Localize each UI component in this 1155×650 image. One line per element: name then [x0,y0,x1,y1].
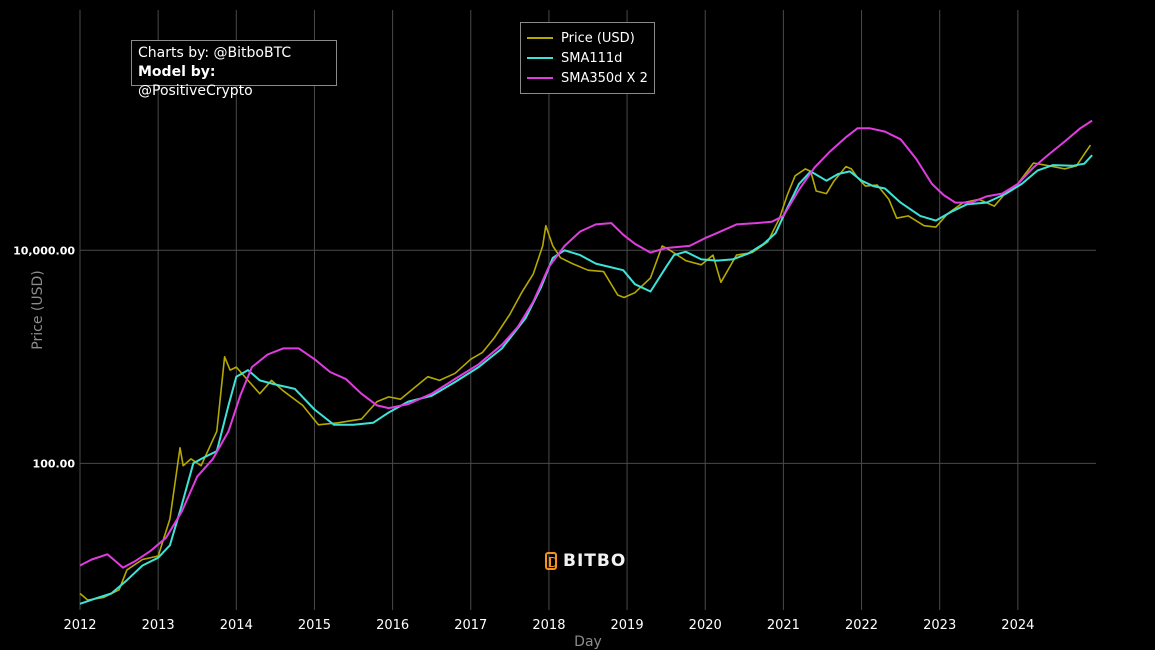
series-lines [79,119,1093,605]
legend-swatch-price [527,37,553,39]
credits-model-line: Model by: @PositiveCrypto [138,63,330,101]
legend-item-price[interactable]: Price (USD) [527,28,648,48]
y-tick-label: 100.00 [33,457,76,470]
legend-item-sma350x2[interactable]: SMA350d X 2 [527,68,648,88]
x-tick-label: 2016 [376,618,409,633]
legend-swatch-sma350x2 [527,77,553,79]
x-tick-label: 2024 [1001,618,1034,633]
x-tick-label: 2015 [298,618,331,633]
legend-swatch-sma111 [527,57,553,59]
x-tick-label: 2022 [845,618,878,633]
legend-label-price: Price (USD) [561,30,635,46]
x-tick-label: 2023 [923,618,956,633]
grid [79,10,1096,610]
bitbo-logo-icon [545,552,557,570]
x-tick-label: 2019 [611,618,644,633]
y-axis-label: Price (USD) [30,270,46,349]
bitbo-watermark: BITBO [545,551,626,571]
x-tick-label: 2014 [220,618,253,633]
price-line [79,144,1092,601]
credits-model-prefix: Model by: [138,64,216,80]
credits-box: Charts by: @BitboBTC Model by: @Positive… [131,40,337,99]
credits-charts-line: Charts by: @BitboBTC [138,44,330,63]
x-tick-label: 2018 [532,618,565,633]
legend-label-sma111: SMA111d [561,50,623,66]
x-tick-label: 2012 [63,618,96,633]
sma350d-x2-line [79,119,1093,569]
y-tick-label: 10,000.00 [13,244,75,257]
x-tick-label: 2021 [767,618,800,633]
x-tick-label: 2020 [689,618,722,633]
watermark-text: BITBO [563,551,627,571]
legend-item-sma111[interactable]: SMA111d [527,48,648,68]
legend: Price (USD) SMA111d SMA350d X 2 [520,22,655,94]
credits-model-handle[interactable]: @PositiveCrypto [138,83,253,99]
x-tick-label: 2013 [142,618,175,633]
legend-label-sma350x2: SMA350d X 2 [561,70,648,86]
x-tick-label: 2017 [454,618,487,633]
axis-ticks: 2012 2013 2014 2015 2016 2017 2018 2019 2020 2021… [13,244,1034,633]
sma111d-line [79,154,1093,605]
credits-charts-handle[interactable]: @BitboBTC [213,45,292,61]
x-axis-label: Day [574,634,602,650]
credits-charts-prefix: Charts by: [138,45,210,61]
